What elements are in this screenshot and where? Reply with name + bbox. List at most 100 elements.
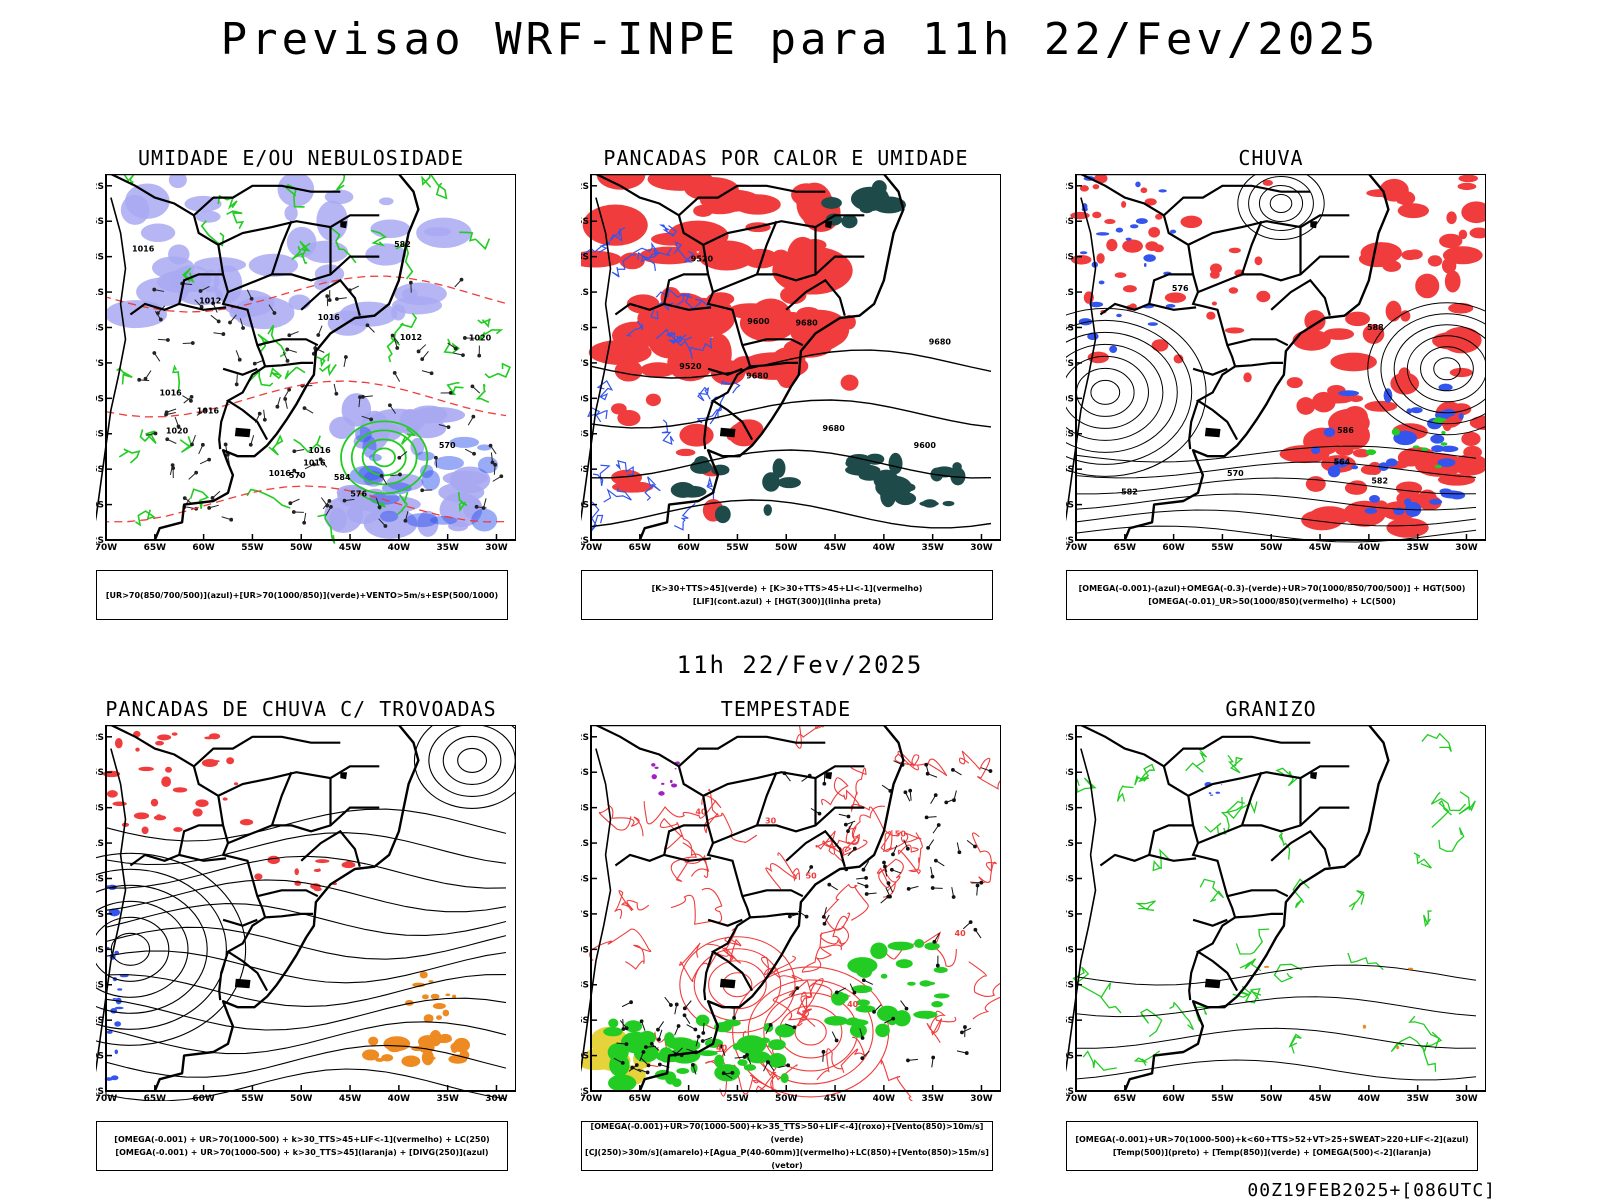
field-blob [383,1036,410,1051]
contour-label: 9680 [929,337,952,346]
field-blob [1254,256,1262,265]
field-blob [821,197,842,209]
lat-tick-label: 12S [581,182,589,192]
field-blob [370,219,410,238]
arrow-head [222,333,225,336]
lat-tick-label: 18S [1066,253,1074,263]
contour-label: 1020 [166,427,189,436]
caption-line: [CJ(250)>30m/s](amarelo)+[Agua_P(40-60mm… [582,1146,992,1172]
arrow-head [208,458,211,461]
arrow-head [303,407,306,410]
lake [720,428,736,438]
contour-label: 564 [1334,457,1351,466]
contour-label: 570 [439,441,456,450]
field-blob [401,1055,420,1066]
lon-tick-label: 35W [921,1094,944,1101]
field-blob [1421,448,1428,452]
field-blob [856,999,870,1006]
field-blob [439,1034,452,1042]
arrow-head [253,362,256,365]
contour-label: 582 [1121,487,1138,496]
lat-tick-label: 33S [96,981,104,991]
lon-tick-label: 60W [192,543,215,550]
arrow-head [276,405,279,408]
arrow-head [153,288,156,291]
contour-label: 1016 [318,313,341,322]
field-blob [151,799,158,807]
contour-label: 50 [806,872,818,881]
field-blob [1366,189,1394,197]
arrow-head [199,290,202,293]
field-blob [115,738,123,748]
contour-label: 50 [895,829,907,838]
panel-caption: [OMEGA(-0.001)-(azul)+OMEGA(-0.3)-(verde… [1066,570,1478,620]
field-blob [1429,499,1442,505]
lat-tick-label: 21S [1066,839,1074,849]
panel-title: CHUVA [1056,146,1486,170]
field-blob [195,799,208,807]
lat-tick-label: 21S [1066,288,1074,298]
arrow-head [292,511,295,514]
field-blob [875,476,912,499]
arrow-head [933,940,936,943]
arrow-head [393,371,396,374]
panel-caption: [OMEGA(-0.001)+UR>70(1000-500)+k<60+TTS>… [1066,1121,1478,1171]
arrow-head [642,1051,645,1054]
arrow-head [822,915,825,918]
arrow-head [865,877,868,880]
field-blob [1328,466,1341,478]
arrow-head [702,1032,705,1035]
field-blob [1459,413,1464,420]
lat-tick-label: 30S [1066,945,1074,955]
arrow-head [421,489,424,492]
arrow-head [343,499,346,502]
lon-tick-label: 70W [96,543,117,550]
field-blob [625,1020,643,1032]
field-blob [1287,377,1303,388]
field-blob [156,814,162,819]
field-blob [1382,260,1401,272]
footer-run-stamp: 00Z19FEB2025+[086UTC] [1247,1180,1496,1201]
field-blob [1449,491,1465,499]
arrow-head [694,1028,697,1031]
lon-tick-label: 60W [1162,1094,1185,1101]
field-blob [294,868,298,875]
field-blob [1206,312,1215,320]
field-blob [453,1040,466,1052]
field-blob [1407,249,1423,259]
lake [825,772,832,779]
arrow-head [796,987,799,990]
arrow-head [890,868,893,871]
field-blob [1428,255,1442,266]
contour-label: 576 [1172,284,1189,293]
field-blob [368,1037,378,1046]
field-blob [931,1001,943,1007]
field-blob [672,1078,682,1087]
arrow-head [932,1056,935,1059]
field-blob [1096,232,1109,235]
lat-tick-label: 30S [581,945,589,955]
arrow-head [242,327,245,330]
contour-label: 40 [955,929,967,938]
field-blob [121,195,150,225]
arrow-head [931,875,934,878]
field-blob [934,993,950,998]
arrow-head [647,1064,650,1067]
field-blob [1363,1025,1366,1029]
arrow-head [286,359,289,362]
lat-tick-label: 24S [581,874,589,884]
lat-tick-label: 24S [96,874,104,884]
panel-title: TEMPESTADE [571,697,1001,721]
contour-label: 9680 [823,424,846,433]
map-tempestade: 4040503040405012S15S18S21S24S27S30S33S36… [581,725,1001,1099]
lat-tick-label: 21S [96,839,104,849]
field-blob [652,774,657,779]
field-blob [881,974,888,979]
field-blob [1170,230,1176,234]
arrow-head [980,881,983,884]
panel-chuva: CHUVA 58858658258257657056412S15S18S21S2… [1056,146,1486,626]
field-blob [888,942,914,951]
arrow-head [217,320,220,323]
arrow-head [195,471,198,474]
lon-tick-label: 70W [96,1094,117,1101]
